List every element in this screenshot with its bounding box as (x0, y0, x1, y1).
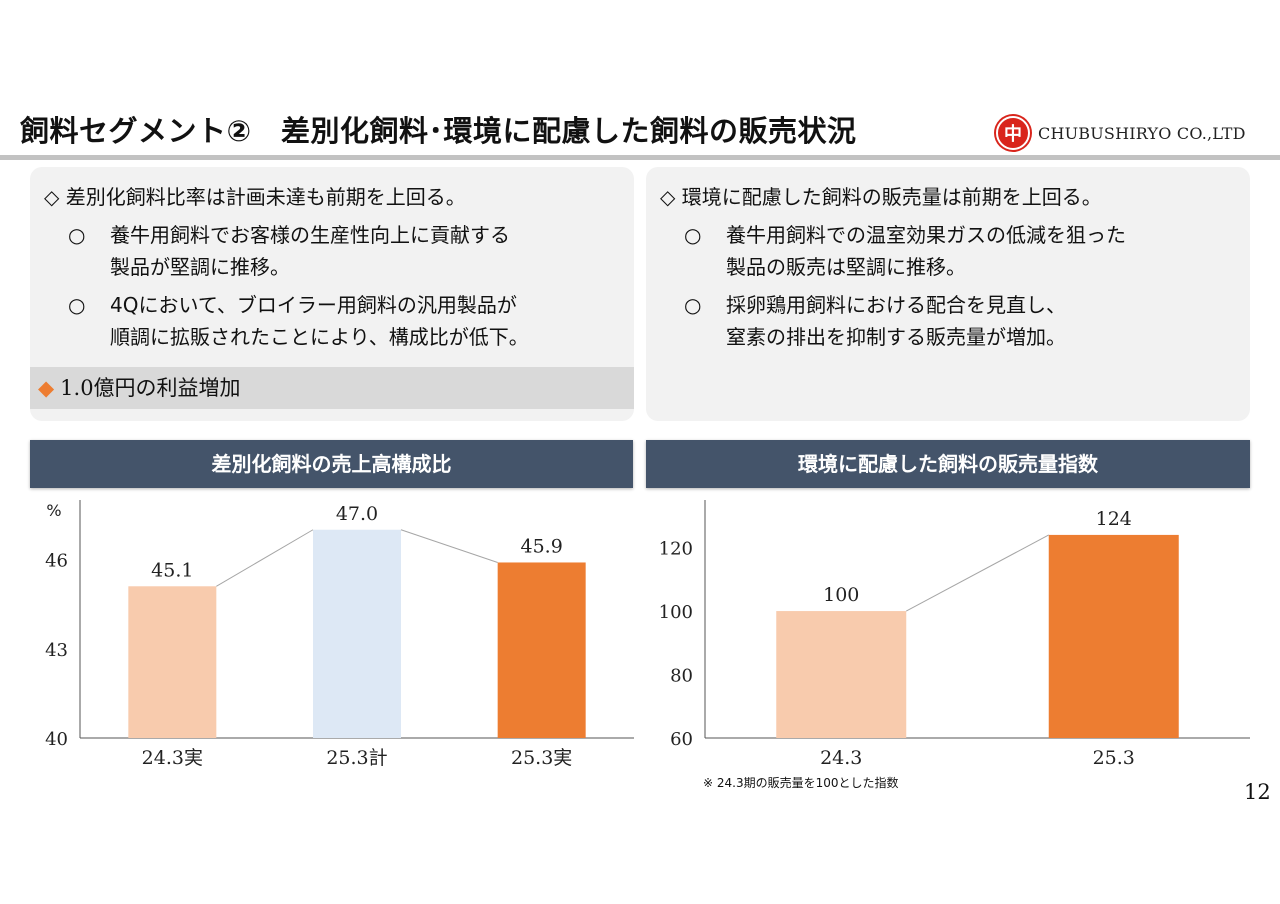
bar (1048, 534, 1179, 738)
right-bullet-1: ○ 養牛用飼料での温室効果ガスの低減を狙った 製品の販売は堅調に推移。 (684, 219, 1126, 283)
bar-value-label: 47.0 (336, 503, 378, 525)
right-bullet-1-line2: 製品の販売は堅調に推移。 (726, 255, 966, 279)
left-bullet-2-line1: 4Qにおいて、ブロイラー用飼料の汎用製品が (110, 293, 517, 317)
x-category-label: 24.3 (820, 747, 862, 769)
bullet-marker: ○ (684, 293, 702, 317)
bar-value-label: 124 (1096, 508, 1132, 530)
bar (313, 529, 401, 738)
right-bullet-1-line1: 養牛用飼料での温室効果ガスの低減を狙った (726, 223, 1126, 247)
sales-index-chart: 60 80 100 120 100 24.3 124 25.3 (659, 500, 1250, 769)
bar-value-label: 100 (823, 584, 859, 606)
left-bullet-2-line2: 順調に拡販されたことにより、構成比が低下。 (110, 325, 529, 349)
title-divider (0, 155, 1280, 160)
chart-footnote: ※ 24.3期の販売量を100とした指数 (703, 776, 899, 790)
left-bullet-1-line1: 養牛用飼料でお客様の生産性向上に貢献する (110, 223, 510, 247)
y-axis-unit-label: % (46, 501, 61, 520)
bar-connector-line (400, 529, 498, 563)
x-category-label: 25.3実 (511, 747, 572, 769)
profit-highlight-text: 1.0億円の利益増加 (60, 376, 241, 400)
left-chart-title: 差別化飼料の売上高構成比 (30, 440, 633, 488)
right-panel-heading: ◇ 環境に配慮した飼料の販売量は前期を上回る。 (660, 185, 1102, 209)
bar (776, 611, 907, 738)
right-bullet-2-line2: 窒素の排出を抑制する販売量が増加。 (726, 325, 1066, 349)
right-bullet-2: ○ 採卵鶏用飼料における配合を見直し、 窒素の排出を抑制する販売量が増加。 (684, 289, 1066, 353)
page-title: 飼料セグメント② 差別化飼料･環境に配慮した飼料の販売状況 (20, 114, 857, 148)
right-summary-panel: ◇ 環境に配慮した飼料の販売量は前期を上回る。 ○ 養牛用飼料での温室効果ガスの低… (646, 167, 1250, 421)
y-tick-label: 60 (670, 729, 693, 750)
y-tick-label: 120 (659, 539, 693, 560)
bar (128, 586, 217, 738)
y-tick-label: 43 (45, 640, 68, 661)
bar-value-label: 45.1 (151, 559, 193, 581)
right-bullet-2-line1: 採卵鶏用飼料における配合を見直し、 (726, 293, 1066, 317)
left-summary-panel: ◇ 差別化飼料比率は計画未達も前期を上回る。 ○ 養牛用飼料でお客様の生産性向上に… (30, 167, 634, 421)
diamond-icon: ◆ (38, 376, 55, 400)
x-category-label: 25.3計 (326, 747, 387, 769)
y-tick-label: 46 (45, 551, 68, 572)
bullet-marker: ○ (68, 293, 86, 317)
page-number: 12 (1244, 780, 1271, 804)
left-panel-heading: ◇ 差別化飼料比率は計画未達も前期を上回る。 (44, 185, 466, 209)
left-bullet-1: ○ 養牛用飼料でお客様の生産性向上に貢献する 製品が堅調に推移。 (68, 219, 510, 283)
x-category-label: 24.3実 (142, 747, 203, 769)
right-chart-title: 環境に配慮した飼料の販売量指数 (646, 440, 1250, 488)
y-tick-label: 80 (670, 666, 693, 687)
y-tick-label: 100 (659, 602, 693, 623)
bullet-marker: ○ (68, 223, 86, 247)
y-tick-label: 40 (45, 729, 68, 750)
composition-ratio-chart: 40 43 46% 45.1 24.3実 47.0 25.3計 45.9 25.3実 (45, 500, 634, 769)
x-category-label: 25.3 (1093, 747, 1135, 769)
profit-highlight: ◆ 1.0億円の利益増加 (30, 367, 634, 409)
bar-connector-line (906, 534, 1049, 612)
company-logo: 中 CHUBUSHIRYO CO.,LTD (996, 116, 1246, 150)
bar (497, 562, 586, 738)
left-bullet-1-line2: 製品が堅調に推移。 (110, 255, 290, 279)
bullet-marker: ○ (684, 223, 702, 247)
bar-connector-line (216, 529, 314, 587)
company-name: CHUBUSHIRYO CO.,LTD (1038, 123, 1246, 143)
bar-value-label: 45.9 (521, 535, 563, 557)
company-logo-mark: 中 (996, 116, 1030, 150)
left-bullet-2: ○ 4Qにおいて、ブロイラー用飼料の汎用製品が 順調に拡販されたことにより、構成比… (68, 289, 529, 353)
